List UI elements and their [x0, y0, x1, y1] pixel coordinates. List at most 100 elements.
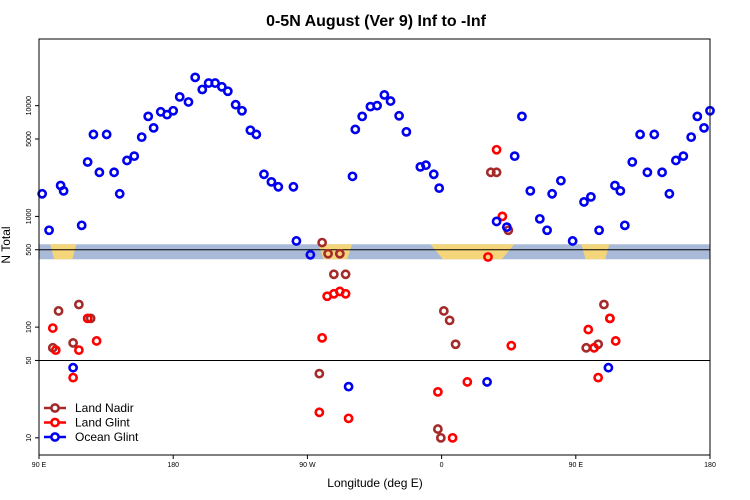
series-group	[47, 144, 621, 443]
x-tick-label: 180	[167, 462, 179, 469]
data-point	[462, 377, 473, 387]
value-band	[39, 244, 710, 260]
data-point	[509, 151, 520, 162]
data-point	[627, 157, 638, 167]
data-point	[686, 132, 697, 143]
data-point	[491, 167, 502, 178]
data-point	[642, 167, 653, 178]
data-point	[603, 362, 614, 373]
data-point	[547, 188, 558, 199]
reference-lines	[39, 249, 710, 361]
y-tick-label: 1000	[26, 209, 33, 225]
data-point	[385, 96, 396, 106]
data-point	[58, 185, 69, 196]
data-point	[485, 167, 496, 178]
data-point	[328, 269, 339, 280]
data-point	[567, 236, 578, 246]
y-tick-label: 5000	[26, 131, 33, 147]
data-point	[68, 362, 79, 373]
band-land-segment	[581, 244, 610, 260]
series-group	[37, 72, 715, 392]
data-point	[664, 188, 675, 199]
legend-label: Land Nadir	[75, 401, 134, 415]
plot-frame	[38, 38, 711, 456]
data-point	[305, 249, 316, 260]
data-point	[317, 237, 328, 248]
data-point	[82, 157, 93, 167]
data-point	[88, 129, 99, 140]
data-point	[670, 155, 681, 166]
data-point	[340, 288, 351, 299]
y-tick-label: 100	[26, 321, 33, 333]
data-point	[589, 342, 599, 353]
data-point	[599, 299, 609, 310]
data-point	[122, 155, 132, 166]
data-point	[555, 175, 566, 186]
data-point	[450, 339, 461, 350]
data-point	[699, 122, 709, 133]
data-point	[491, 144, 502, 155]
y-tick-label: 10	[26, 434, 33, 442]
data-point	[323, 248, 333, 259]
data-point	[534, 213, 545, 224]
x-tick-label: 180	[704, 462, 716, 469]
data-point	[334, 248, 345, 259]
data-point	[259, 169, 269, 180]
data-point	[44, 225, 54, 236]
x-tick-label: 90 E	[569, 462, 584, 469]
data-point	[94, 167, 105, 178]
y-tick-label: 50	[26, 356, 33, 364]
legend-marker	[50, 417, 60, 428]
data-point	[109, 167, 120, 178]
data-point	[421, 160, 431, 171]
data-point	[343, 413, 354, 424]
data-point	[50, 345, 61, 356]
data-point	[68, 338, 79, 348]
data-point	[136, 132, 147, 143]
data-point	[401, 126, 412, 137]
data-point	[91, 336, 102, 346]
data-point	[432, 386, 443, 397]
x-tick-label: 0	[440, 462, 444, 469]
data-point	[585, 191, 596, 202]
data-point	[350, 124, 361, 135]
data-point	[73, 345, 84, 356]
data-point	[317, 332, 328, 343]
band-land-segment	[430, 244, 515, 260]
data-point	[593, 372, 604, 383]
data-point	[288, 181, 299, 192]
data-point	[615, 185, 626, 196]
data-point	[222, 86, 233, 97]
data-point	[635, 129, 646, 140]
data-point	[237, 105, 247, 116]
data-point	[68, 372, 79, 383]
legend-marker	[50, 403, 60, 413]
data-point	[692, 111, 703, 122]
legend-item: Land Nadir	[44, 401, 134, 415]
data-point	[47, 323, 58, 333]
data-point	[605, 313, 615, 324]
data-point	[314, 368, 325, 379]
chart-title: 0-5N August (Ver 9) Inf to -Inf	[266, 13, 487, 30]
data-point	[579, 197, 589, 207]
data-point	[594, 225, 604, 236]
data-point	[168, 105, 179, 116]
data-point	[434, 183, 445, 194]
data-point	[483, 252, 493, 262]
data-point	[343, 381, 354, 392]
data-point	[379, 90, 390, 100]
y-tick-label: 500	[26, 244, 33, 256]
data-point	[143, 111, 154, 122]
data-point	[314, 407, 325, 418]
legend-label: Ocean Glint	[75, 430, 139, 444]
data-point	[114, 188, 125, 199]
series-group	[47, 167, 615, 443]
data-point	[542, 225, 552, 236]
data-point	[183, 97, 194, 107]
data-point	[53, 306, 64, 316]
data-point	[497, 211, 508, 222]
data-point	[197, 84, 208, 95]
data-point	[372, 100, 383, 111]
data-point	[73, 299, 84, 310]
